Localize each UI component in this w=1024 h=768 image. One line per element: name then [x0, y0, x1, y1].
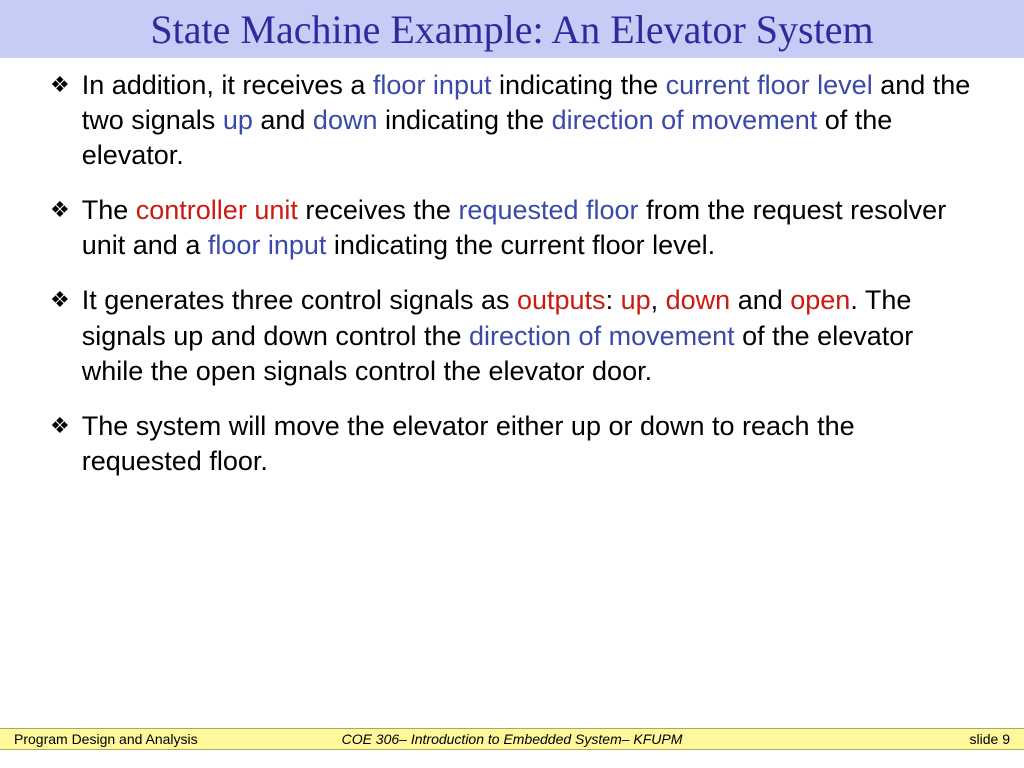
- bullet-text: The system will move the elevator either…: [82, 409, 974, 479]
- text-run: indicating the: [491, 70, 665, 100]
- diamond-bullet-icon: ❖: [50, 287, 70, 313]
- text-run: direction of movement: [552, 105, 818, 135]
- text-run: The: [82, 195, 136, 225]
- text-run: direction of movement: [469, 321, 735, 351]
- text-run: ,: [651, 285, 666, 315]
- text-run: down: [313, 105, 378, 135]
- bullet-text: It generates three control signals as ou…: [82, 283, 974, 388]
- text-run: requested floor: [458, 195, 638, 225]
- bullet-text: In addition, it receives a floor input i…: [82, 68, 974, 173]
- text-run: controller unit: [136, 195, 298, 225]
- text-run: open: [790, 285, 850, 315]
- footer-right: slide 9: [970, 731, 1010, 747]
- slide-footer: Program Design and Analysis COE 306– Int…: [0, 728, 1024, 750]
- text-run: :: [606, 285, 621, 315]
- title-bar: State Machine Example: An Elevator Syste…: [0, 0, 1024, 58]
- bullet-item: ❖ The system will move the elevator eithe…: [50, 409, 974, 479]
- text-run: outputs: [517, 285, 606, 315]
- text-run: and: [253, 105, 313, 135]
- bullet-item: ❖ It generates three control signals as o…: [50, 283, 974, 388]
- diamond-bullet-icon: ❖: [50, 413, 70, 439]
- text-run: floor input: [208, 230, 327, 260]
- text-run: current floor level: [666, 70, 873, 100]
- text-run: The system will move the elevator either…: [82, 411, 855, 476]
- text-run: indicating the current floor level.: [326, 230, 715, 260]
- footer-left: Program Design and Analysis: [14, 731, 198, 747]
- text-run: It generates three control signals as: [82, 285, 517, 315]
- slide-title: State Machine Example: An Elevator Syste…: [0, 6, 1024, 54]
- text-run: up: [223, 105, 253, 135]
- bullet-item: ❖ In addition, it receives a floor input …: [50, 68, 974, 173]
- footer-center: COE 306– Introduction to Embedded System…: [342, 731, 683, 747]
- text-run: indicating the: [377, 105, 551, 135]
- text-run: floor input: [373, 70, 492, 100]
- bullet-item: ❖ The controller unit receives the reques…: [50, 193, 974, 263]
- diamond-bullet-icon: ❖: [50, 197, 70, 223]
- text-run: receives the: [298, 195, 459, 225]
- text-run: and: [730, 285, 790, 315]
- text-run: In addition, it receives a: [82, 70, 373, 100]
- diamond-bullet-icon: ❖: [50, 72, 70, 98]
- text-run: up: [621, 285, 651, 315]
- bullet-text: The controller unit receives the request…: [82, 193, 974, 263]
- slide-content: ❖ In addition, it receives a floor input …: [0, 58, 1024, 479]
- text-run: down: [666, 285, 731, 315]
